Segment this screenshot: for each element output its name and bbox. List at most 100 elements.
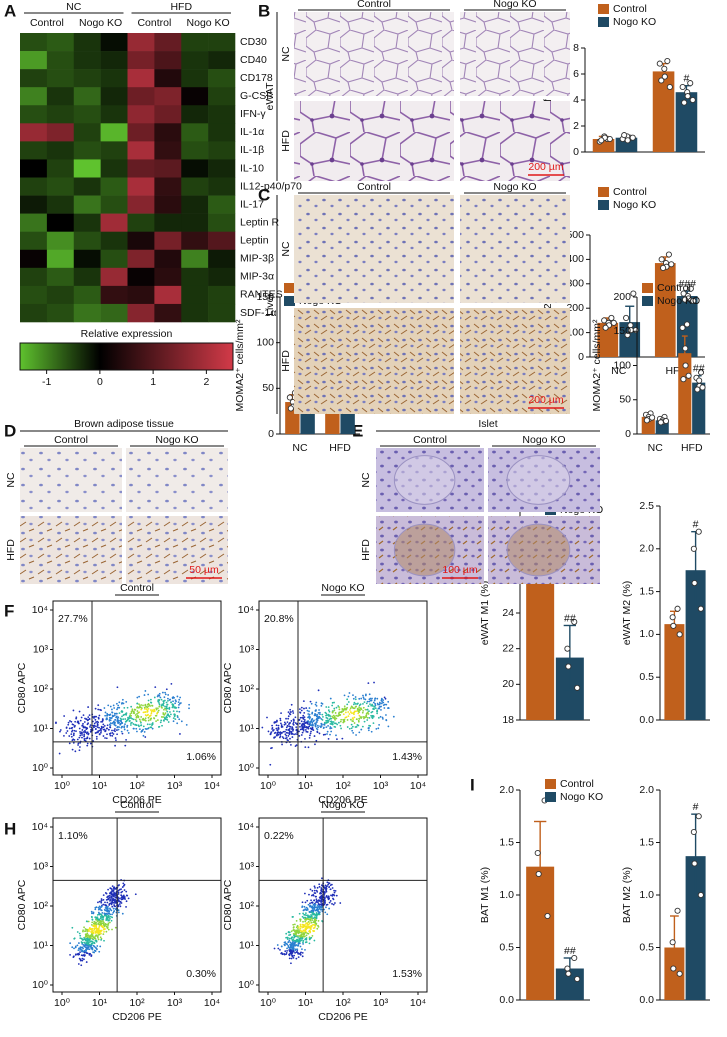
event-dot [98,939,100,941]
data-point [692,580,697,585]
event-dot [305,941,307,943]
event-dot [327,897,329,899]
event-dot [159,693,161,695]
event-dot [88,934,90,936]
legend-label: Nogo KO [657,295,700,307]
event-dot [122,733,124,735]
data-point [565,646,570,651]
event-dot [336,895,338,897]
event-dot [83,733,85,735]
event-dot [321,901,323,903]
event-dot [323,727,325,729]
event-dot [325,720,327,722]
event-dot [77,949,79,951]
event-dot [320,892,322,894]
event-dot [113,705,115,707]
event-dot [352,732,354,734]
event-dot [299,913,301,915]
event-dot [362,712,364,714]
event-dot [320,896,322,898]
event-dot [67,724,69,726]
event-dot [124,718,126,720]
event-dot [115,927,117,929]
event-dot [311,925,313,927]
event-dot [291,733,293,735]
event-dot [327,725,329,727]
y-tick-label: 0 [268,428,274,440]
event-dot [329,728,331,730]
event-dot [136,697,138,699]
event-dot [300,935,302,937]
heatmap-cell [128,159,155,177]
event-dot [136,717,138,719]
y-tick-label: 1.0 [639,889,654,901]
x-tick-label: 10⁰ [54,780,71,792]
event-dot [75,730,77,732]
plot-frame [53,818,221,992]
y-tick-label: 50 [619,394,631,406]
heatmap-cell [208,105,235,123]
event-dot [292,712,294,714]
event-dot [120,727,122,729]
event-dot [292,956,294,958]
event-dot [316,890,318,892]
event-dot [79,728,81,730]
event-dot [103,931,105,933]
event-dot [378,708,380,710]
group-label: HFD [170,1,192,13]
event-dot [88,921,90,923]
event-dot [346,698,348,700]
event-dot [114,893,116,895]
event-dot [166,706,168,708]
x-tick-label: 10³ [373,780,389,792]
event-dot [106,717,108,719]
event-dot [116,713,118,715]
event-dot [178,707,180,709]
event-dot [341,738,343,740]
event-dot [84,942,86,944]
event-dot [80,733,82,735]
event-dot [118,909,120,911]
micrograph [294,195,454,303]
event-dot [177,716,179,718]
event-dot [84,739,86,741]
event-dot [173,697,175,699]
heatmap-cell [208,232,235,250]
event-dot [101,919,103,921]
events [274,877,342,964]
event-dot [305,927,307,929]
event-dot [106,902,108,904]
event-dot [306,726,308,728]
event-dot [145,711,147,713]
event-dot [125,891,127,893]
heatmap-cell [101,33,128,51]
data-point [690,97,695,102]
data-point [686,373,691,378]
event-dot [68,722,70,724]
event-dot [87,719,89,721]
event-dot [104,729,106,731]
event-dot [108,920,110,922]
heatmap-cell [20,178,47,196]
event-dot [124,889,126,891]
data-point [680,325,685,330]
event-dot [345,717,347,719]
event-dot [86,745,88,747]
row-label: IL12-p40/p70 [240,180,302,192]
event-dot [320,705,322,707]
event-dot [113,905,115,907]
legend-swatch [284,296,295,306]
event-dot [115,737,117,739]
event-dot [123,727,125,729]
event-dot [299,924,301,926]
event-dot [304,921,306,923]
data-point [545,913,550,918]
event-dot [302,715,304,717]
event-dot [72,723,74,725]
event-dot [284,724,286,726]
row-label: CD30 [240,36,267,48]
event-dot [348,701,350,703]
event-dot [288,931,290,933]
event-dot [351,730,353,732]
